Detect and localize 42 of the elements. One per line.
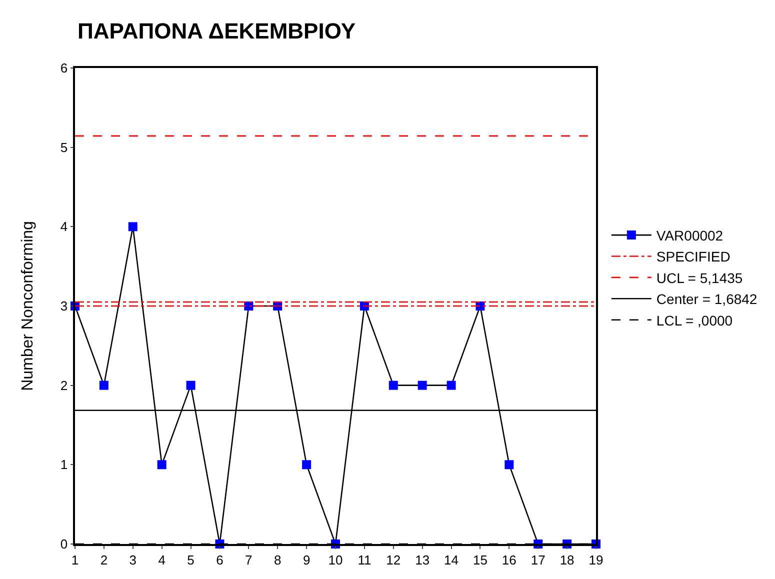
x-tick-label: 7 [245, 552, 252, 568]
x-tick-label: 12 [386, 552, 401, 568]
point [504, 460, 514, 470]
point [157, 460, 166, 470]
x-tick-label: 6 [216, 552, 224, 568]
x-tick-label: 9 [302, 552, 310, 568]
point [99, 380, 108, 390]
x-tick-label: 16 [502, 552, 516, 568]
y-tick-label: 3 [60, 298, 68, 314]
point [128, 222, 138, 232]
x-tick-label: 2 [100, 552, 108, 568]
x-tick-label: 15 [472, 552, 488, 568]
legend-label: UCL = 5,1435 [656, 270, 743, 286]
x-tick-label: 8 [274, 552, 282, 568]
y-tick-label: 0 [60, 536, 68, 552]
x-tick-label: 3 [129, 552, 137, 568]
x-tick-label: 10 [328, 552, 343, 568]
point [418, 380, 427, 390]
x-tick-label: 13 [415, 552, 430, 568]
y-tick-label: 2 [60, 378, 68, 393]
point [186, 380, 196, 390]
legend-label: SPECIFIED [656, 248, 730, 265]
legend-label: LCL = ,0000 [656, 312, 733, 328]
x-tick-label: 11 [358, 552, 372, 568]
point [388, 380, 398, 390]
y-tick-label: 1 [60, 457, 68, 472]
y-tick-label: 5 [60, 140, 68, 155]
x-tick-label: 5 [187, 552, 194, 568]
x-tick-label: 17 [530, 552, 546, 568]
legend-label: VAR00002 [656, 228, 724, 244]
point [446, 380, 456, 390]
point [302, 460, 312, 470]
x-tick-label: 14 [444, 552, 459, 568]
y-tick-label: 6 [60, 60, 68, 76]
y-axis-title: Number Nonconforming [20, 221, 36, 391]
y-tick-label: 4 [60, 219, 68, 234]
x-tick-label: 1 [71, 552, 79, 568]
chart-title: ΠΑΡΑΠΟΝΑ ΔΕΚΕΜΒΡΙΟΥ [78, 18, 356, 44]
x-tick-label: 18 [560, 552, 574, 568]
x-tick-label: 19 [588, 552, 604, 568]
x-tick-label: 4 [158, 552, 166, 568]
legend-label: Center = 1,6842 [656, 291, 758, 308]
